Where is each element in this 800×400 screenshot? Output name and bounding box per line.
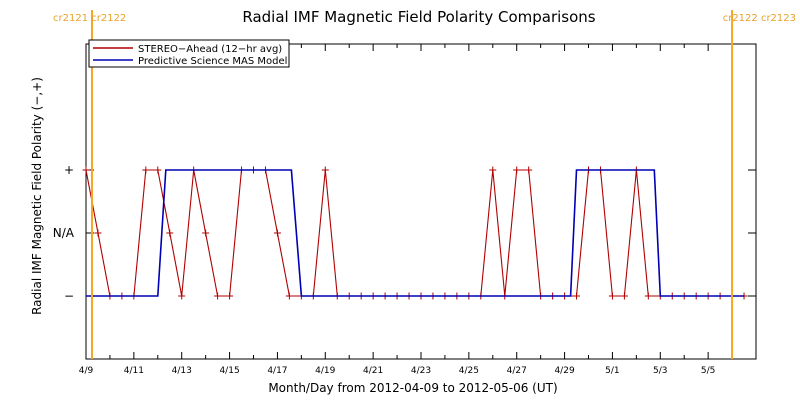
data-point: [94, 229, 102, 237]
legend-label-mas-model: Predictive Science MAS Model: [138, 56, 287, 67]
chart-title: Radial IMF Magnetic Field Polarity Compa…: [242, 8, 595, 26]
data-point: [166, 229, 174, 237]
x-tick-label: 4/29: [554, 366, 574, 376]
carrington-label: cr2121 cr2122: [53, 13, 126, 24]
data-point: [214, 292, 222, 300]
x-tick-label: 4/23: [411, 366, 431, 376]
legend-box: [88, 39, 290, 68]
x-tick-label: 4/13: [172, 366, 192, 376]
data-point: [82, 166, 90, 174]
x-tick-label: 4/27: [507, 366, 527, 376]
legend-label-stereo: STEREO−Ahead (12−hr avg): [138, 44, 282, 55]
data-point: [489, 166, 497, 174]
x-tick-label: 5/5: [701, 366, 715, 376]
data-point: [142, 166, 150, 174]
x-axis-label: Month/Day from 2012-04-09 to 2012-05-06 …: [268, 381, 557, 395]
data-point: [178, 292, 186, 300]
data-point: [321, 166, 329, 174]
data-point: [513, 166, 521, 174]
data-point: [226, 292, 234, 300]
data-point: [573, 292, 581, 300]
data-point: [273, 229, 281, 237]
carrington-markers: cr2121 cr2122 cr2122 cr2123: [53, 10, 796, 359]
series-line-0: [85, 169, 744, 297]
data-point: [154, 166, 162, 174]
x-tick-label: 4/21: [363, 366, 383, 376]
data-point: [525, 166, 533, 174]
legend: STEREO−Ahead (12−hr avg) Predictive Scie…: [88, 39, 290, 68]
x-tick-label: 4/17: [267, 366, 287, 376]
series-layer: [82, 166, 748, 300]
axis-ticks: 4/9 4/11 4/13 4/15 4/17 4/19 4/21 4/23 4/25 4/27 4…: [53, 44, 757, 376]
y-tick-label: N/A: [53, 226, 75, 240]
x-tick-label: 4/9: [79, 366, 94, 376]
y-tick-label: +: [64, 163, 74, 177]
data-point: [608, 292, 616, 300]
data-point: [620, 292, 628, 300]
x-tick-label: 4/19: [315, 366, 335, 376]
x-tick-label: 4/25: [459, 366, 479, 376]
data-point: [644, 292, 652, 300]
series-line-1: [86, 169, 744, 297]
carrington-label: cr2122 cr2123: [723, 13, 796, 24]
data-point: [285, 292, 293, 300]
x-tick-label: 5/3: [653, 366, 667, 376]
x-tick-label: 4/11: [124, 366, 144, 376]
y-tick-label: −: [64, 289, 74, 303]
data-point: [202, 229, 210, 237]
x-tick-label: 4/15: [219, 366, 239, 376]
y-axis-label: Radial IMF Magnetic Field Polarity (−,+): [30, 77, 44, 315]
x-tick-label: 5/1: [605, 366, 619, 376]
